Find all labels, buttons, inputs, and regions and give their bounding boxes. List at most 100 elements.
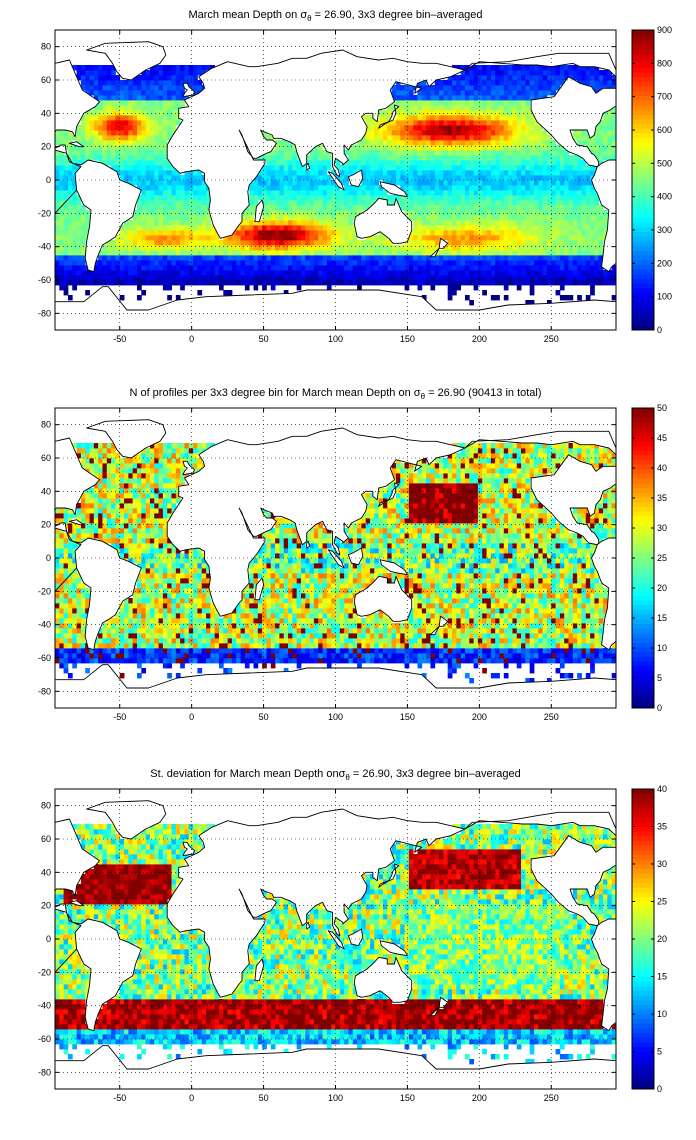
bin-cell [585,295,591,301]
bin-cell [145,458,151,464]
bin-cell [141,538,147,544]
bin-cell [76,70,82,76]
bin-cell [89,150,95,156]
bin-cell [426,265,431,271]
bin-cell [80,205,86,211]
bin-cell [534,145,539,151]
bin-cell [568,185,574,191]
bin-cell [365,170,371,176]
bin-cell [67,215,73,221]
bin-cell [149,538,155,544]
bin-cell [538,250,544,256]
bin-cell [447,195,453,201]
bin-cell [585,65,591,71]
bin-cell [529,160,535,166]
bin-cell [464,130,470,136]
bin-cell [98,85,103,91]
bin-cell [279,245,285,251]
bin-cell [577,155,582,161]
bin-cell [464,90,470,96]
bin-cell [607,125,613,131]
bin-cell [611,270,616,276]
bin-cell [136,608,142,614]
bin-cell [171,255,177,261]
bin-cell [80,85,86,91]
bin-cell [106,443,112,449]
bin-cell [145,553,151,559]
bin-cell [102,140,108,146]
bin-cell [590,140,595,146]
bin-cell [106,503,112,509]
bin-cell [162,270,168,276]
bin-cell [279,150,285,156]
bin-cell [469,260,474,266]
bin-cell [115,493,121,499]
bin-cell [85,488,90,494]
bin-cell [585,205,591,211]
bin-cell [72,280,77,286]
bin-cell [76,130,82,136]
bin-cell [473,105,479,111]
bin-cell [171,230,177,236]
bin-cell [581,210,587,216]
bin-cell [387,260,392,266]
bin-cell [162,275,168,281]
bin-cell [357,140,362,146]
bin-cell [175,105,181,111]
bin-cell [551,145,556,151]
bin-cell [525,280,531,286]
bin-cell [162,265,168,271]
bin-cell [322,175,328,181]
bin-cell [128,468,134,474]
bin-cell [551,195,556,201]
bin-cell [283,270,289,276]
bin-cell [469,220,474,226]
bin-cell [145,80,151,86]
bin-cell [124,250,129,256]
bin-cell [80,523,86,529]
bin-cell [262,210,267,216]
bin-cell [67,190,73,196]
bin-cell [469,235,474,241]
bin-cell [283,255,289,261]
bin-cell [184,95,190,101]
bin-cell [106,70,112,76]
bin-cell [434,140,440,146]
bin-cell [227,255,233,261]
bin-cell [421,115,427,121]
bin-cell [85,598,90,604]
bin-cell [335,215,341,221]
bin-cell [102,155,108,161]
bin-cell [154,165,159,171]
bin-cell [175,265,181,271]
bin-cell [292,275,298,281]
bin-cell [426,180,431,186]
bin-cell [426,85,431,91]
bin-cell [408,140,414,146]
bin-cell [305,260,311,266]
bin-cell [266,275,272,281]
bin-cell [456,200,462,206]
bin-cell [111,105,116,111]
bin-cell [262,250,267,256]
bin-cell [141,240,147,246]
bin-cell [98,528,103,534]
bin-cell [378,170,384,176]
bin-cell [469,200,474,206]
bin-cell [149,613,155,619]
bin-cell [452,255,457,261]
bin-cell [124,100,129,106]
bin-cell [365,255,371,261]
bin-cell [495,190,500,196]
bin-cell [408,185,414,191]
bin-cell [352,190,358,196]
bin-cell [447,155,453,161]
bin-cell [590,200,595,206]
bin-cell [218,240,224,246]
bin-cell [218,285,224,291]
bin-cell [555,225,561,231]
bin-cell [136,210,142,216]
bin-cell [119,533,125,539]
bin-cell [344,260,349,266]
bin-cell [136,285,142,291]
